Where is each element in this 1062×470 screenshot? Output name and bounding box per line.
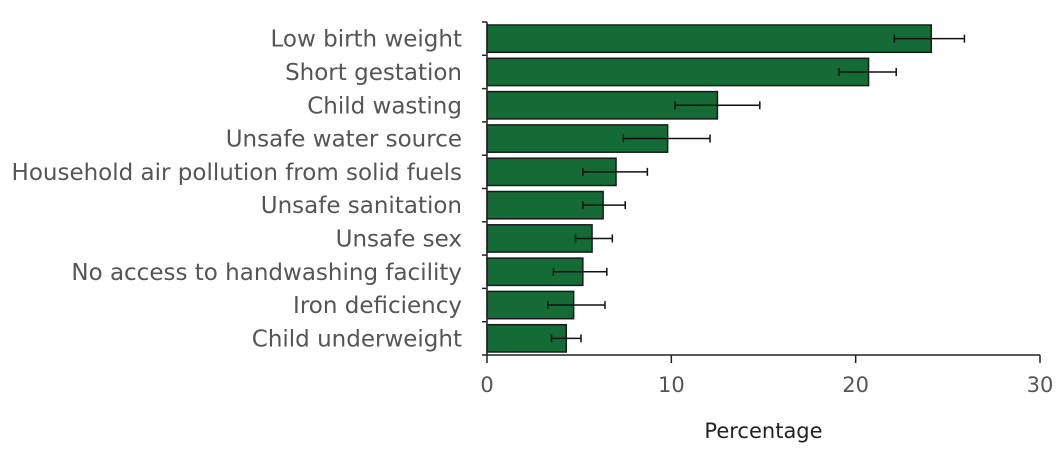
bar-2 [486, 57, 870, 87]
x-tick-label: 10 [658, 373, 685, 397]
category-labels-group: Low birth weight Short gestation Child was… [12, 27, 462, 353]
bars-group [486, 24, 932, 353]
x-axis-ticks-group: 0 10 20 30 [480, 21, 1054, 397]
category-label-3: Child wasting [307, 93, 462, 119]
error-bars-group [547, 34, 966, 343]
bar-1 [486, 24, 932, 54]
category-label-2: Short gestation [285, 60, 462, 86]
category-label-5: Household air pollution from solid fuels [12, 160, 462, 186]
category-label-1: Low birth weight [270, 27, 462, 53]
category-label-4: Unsafe water source [226, 127, 462, 153]
x-tick-label: 30 [1027, 373, 1054, 397]
x-tick-label: 20 [842, 373, 869, 397]
x-tick-label: 0 [480, 373, 493, 397]
category-label-9: Iron deficiency [293, 293, 462, 319]
category-label-7: Unsafe sex [336, 226, 462, 252]
bar-7 [486, 224, 593, 253]
category-label-8: No access to handwashing facility [71, 260, 462, 286]
category-label-6: Unsafe sanitation [261, 193, 462, 219]
x-axis-title: Percentage [704, 419, 822, 443]
category-label-10: Child underweight [252, 326, 462, 352]
